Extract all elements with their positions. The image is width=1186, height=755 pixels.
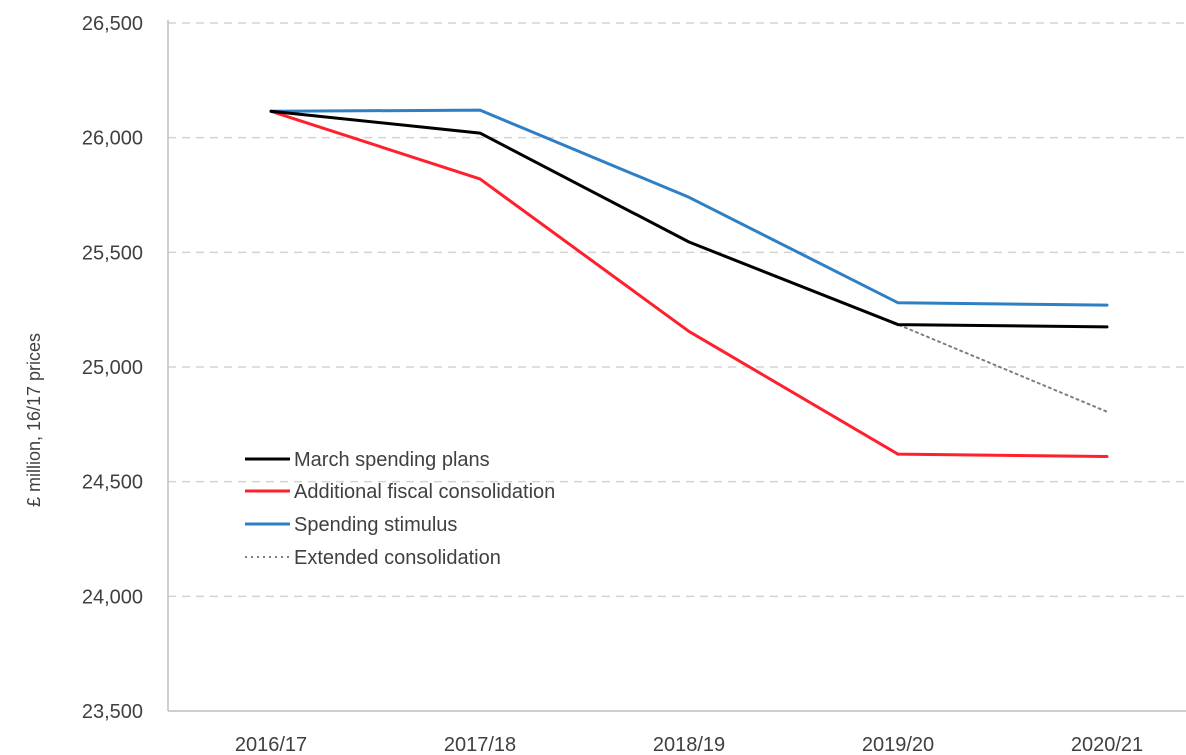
y-tick-label: 25,500: [82, 242, 143, 264]
x-tick-labels: 2016/17 2017/18 2018/19 2019/20 2020/21: [235, 734, 1143, 755]
series-lines: [269, 108, 1109, 458]
y-tick-label: 24,500: [82, 472, 143, 494]
series-line-march-spending-plans: [269, 109, 1109, 329]
x-tick-label: 2017/18: [444, 734, 516, 755]
legend: March spending plans Additional fiscal co…: [245, 449, 555, 569]
x-tick-label: 2016/17: [235, 734, 307, 755]
y-tick-labels: 23,500 24,000 24,500 25,000 25,500 26,000 26,5…: [82, 13, 143, 723]
y-tick-label: 25,000: [82, 357, 143, 379]
y-tick-label: 24,000: [82, 586, 143, 608]
x-tick-label: 2020/21: [1071, 734, 1143, 755]
y-tick-label: 26,000: [82, 128, 143, 150]
y-axis-title: £ million, 16/17 prices: [24, 333, 44, 507]
y-tick-label: 26,500: [82, 13, 143, 35]
legend-label-march-spending-plans: March spending plans: [294, 449, 490, 471]
legend-label-spending-stimulus: Spending stimulus: [294, 514, 457, 536]
series-line-spending-stimulus: [269, 108, 1109, 307]
legend-label-additional-fiscal-consolidation: Additional fiscal consolidation: [294, 481, 555, 503]
series-line-additional-fiscal-consolidation: [269, 109, 1109, 458]
x-tick-label: 2018/19: [653, 734, 725, 755]
legend-label-extended-consolidation: Extended consolidation: [294, 547, 501, 569]
y-tick-label: 23,500: [82, 701, 143, 723]
x-tick-label: 2019/20: [862, 734, 934, 755]
axes: [167, 20, 1186, 712]
gridlines: [168, 22, 1186, 598]
